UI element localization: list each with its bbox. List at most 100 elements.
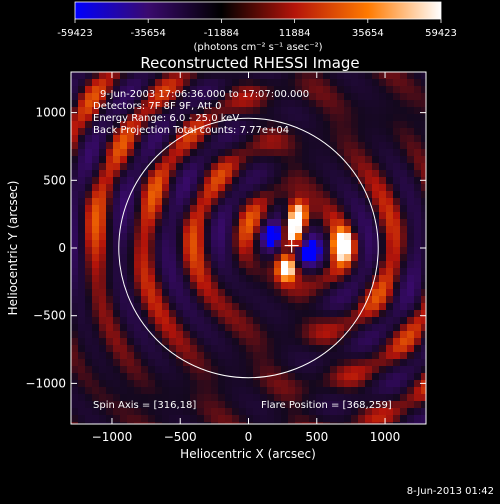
image-pixel [127,401,135,409]
image-pixel [106,170,114,178]
image-pixel [197,352,205,360]
image-pixel [92,289,100,297]
image-pixel [365,79,373,87]
image-pixel [211,100,219,108]
image-pixel [197,310,205,318]
image-pixel [148,380,156,388]
image-pixel [365,310,373,318]
image-pixel [407,373,415,381]
image-pixel [316,205,324,213]
image-pixel [162,303,170,311]
image-pixel [302,387,310,395]
image-pixel [393,282,401,290]
image-pixel [85,254,93,262]
image-pixel [78,121,86,129]
image-pixel [155,296,163,304]
image-pixel [260,387,268,395]
image-pixel [260,212,268,220]
image-pixel [106,177,114,185]
image-pixel [204,324,212,332]
image-pixel [183,380,191,388]
image-pixel [85,135,93,143]
image-pixel [309,79,317,87]
image-pixel [281,387,289,395]
image-pixel [295,324,303,332]
image-pixel [197,191,205,199]
image-pixel [358,282,366,290]
image-pixel [78,373,86,381]
image-pixel [71,79,79,87]
image-pixel [337,366,345,374]
image-pixel [344,121,352,129]
image-pixel [120,268,128,276]
image-pixel [386,310,394,318]
image-pixel [344,254,352,262]
image-pixel [92,121,100,129]
image-pixel [99,198,107,206]
image-pixel [281,170,289,178]
image-pixel [253,142,261,150]
image-pixel [232,128,240,136]
image-pixel [379,324,387,332]
image-pixel [281,338,289,346]
image-pixel [274,303,282,311]
image-pixel [407,149,415,157]
image-pixel [253,345,261,353]
image-pixel [183,261,191,269]
image-pixel [78,79,86,87]
image-pixel [204,303,212,311]
image-pixel [106,296,114,304]
image-pixel [232,177,240,185]
image-pixel [365,114,373,122]
image-pixel [204,135,212,143]
image-pixel [85,226,93,234]
image-pixel [365,72,373,80]
image-pixel [330,135,338,143]
image-pixel [358,331,366,339]
image-pixel [141,422,149,424]
image-pixel [379,79,387,87]
image-pixel [351,177,359,185]
image-pixel [106,254,114,262]
image-pixel [113,338,121,346]
image-pixel [148,401,156,409]
image-pixel [260,310,268,318]
image-pixel [414,408,422,416]
image-pixel [211,107,219,115]
image-pixel [400,177,408,185]
image-pixel [155,240,163,248]
image-pixel [274,233,282,241]
image-pixel [134,415,142,423]
image-pixel [127,142,135,150]
image-pixel [141,128,149,136]
image-pixel [148,408,156,416]
image-pixel [211,226,219,234]
image-pixel [239,324,247,332]
image-pixel [281,296,289,304]
image-pixel [141,394,149,402]
image-pixel [330,191,338,199]
image-pixel [295,268,303,276]
image-pixel [120,170,128,178]
image-pixel [407,135,415,143]
image-pixel [407,156,415,164]
image-pixel [85,352,93,360]
image-pixel [155,121,163,129]
image-pixel [197,380,205,388]
image-pixel [113,366,121,374]
image-pixel [197,296,205,304]
image-pixel [323,233,331,241]
image-pixel [155,415,163,423]
image-pixel [386,282,394,290]
image-pixel [232,415,240,423]
image-pixel [204,373,212,381]
image-pixel [365,345,373,353]
image-pixel [155,205,163,213]
image-pixel [295,177,303,185]
image-pixel [323,282,331,290]
image-pixel [407,296,415,304]
image-pixel [337,177,345,185]
image-pixel [274,373,282,381]
image-pixel [365,324,373,332]
image-pixel [232,394,240,402]
